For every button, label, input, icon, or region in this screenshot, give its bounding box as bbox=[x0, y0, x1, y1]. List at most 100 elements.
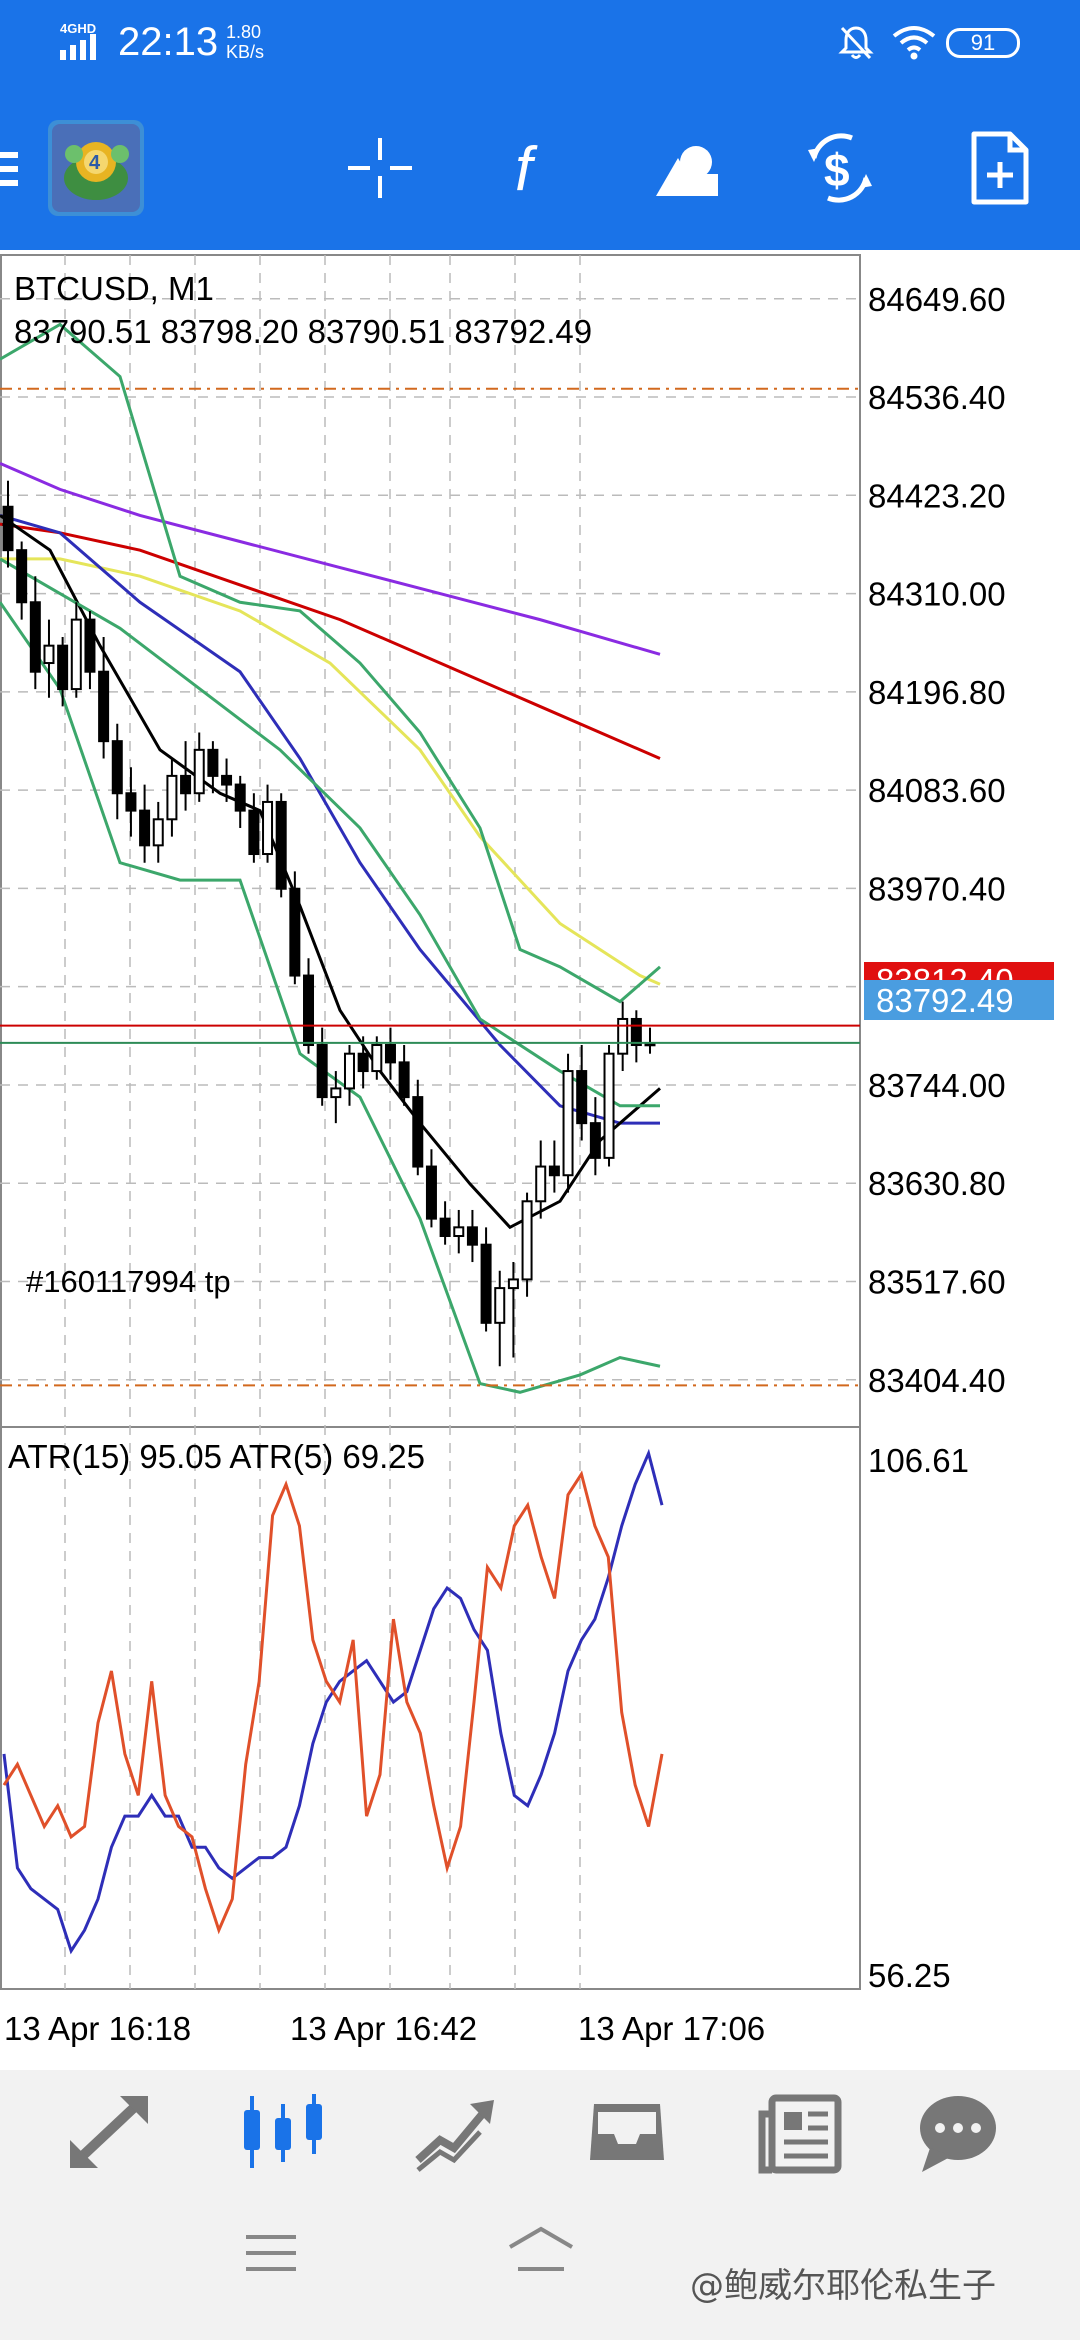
recents-icon[interactable] bbox=[246, 2231, 296, 2275]
tp-line-label: #160117994 tp bbox=[26, 1264, 231, 1299]
status-bar: 4GHD 22:13 1.80 KB/s 91 bbox=[0, 0, 1080, 90]
svg-text:4: 4 bbox=[89, 152, 101, 174]
price-tick-label: 84310.00 bbox=[868, 576, 1006, 613]
candle-bear bbox=[180, 774, 192, 795]
candle-bull bbox=[371, 1044, 383, 1073]
candle-bear bbox=[289, 887, 301, 977]
history-icon[interactable] bbox=[582, 2090, 672, 2174]
chart-icon[interactable] bbox=[238, 2090, 328, 2174]
candle-bull bbox=[43, 644, 55, 665]
candle-bear bbox=[439, 1217, 451, 1238]
network-speed: 1.80 KB/s bbox=[226, 22, 264, 62]
candle-bull bbox=[343, 1052, 355, 1090]
price-lines bbox=[0, 387, 860, 1387]
candle-bull bbox=[166, 774, 178, 821]
candle-bear bbox=[248, 809, 260, 856]
candle-bear bbox=[98, 670, 110, 743]
candle-bull bbox=[453, 1226, 465, 1238]
price-tick-label: 84083.60 bbox=[868, 772, 1006, 809]
candle-bull bbox=[193, 748, 205, 795]
candle-bear bbox=[139, 809, 151, 847]
candle-bear bbox=[357, 1052, 369, 1073]
atr-label: ATR(15) 95.05 ATR(5) 69.25 bbox=[8, 1438, 425, 1475]
signal-icon bbox=[60, 34, 96, 60]
time-tick-label: 13 Apr 16:42 bbox=[290, 2010, 477, 2047]
time-tick-label: 13 Apr 16:18 bbox=[4, 2010, 191, 2047]
time-axis: 13 Apr 16:18 13 Apr 16:42 13 Apr 17:06 bbox=[4, 2010, 765, 2047]
candle-bull bbox=[521, 1200, 533, 1281]
ma-black bbox=[0, 514, 661, 1230]
clock: 22:13 bbox=[118, 20, 219, 64]
menu-icon[interactable] bbox=[0, 128, 38, 208]
news-icon[interactable] bbox=[756, 2090, 846, 2174]
price-tick-label: 84196.80 bbox=[868, 674, 1006, 711]
candle-bear bbox=[57, 644, 69, 691]
candle-bull bbox=[562, 1070, 574, 1177]
atr-axis: 106.61 56.25 bbox=[868, 1442, 969, 1994]
price-axis: 84649.60 84536.40 84423.20 84310.00 84196.80… bbox=[868, 281, 1006, 1399]
price-tick-label: 84423.20 bbox=[868, 477, 1006, 514]
candle-bull bbox=[617, 1017, 629, 1055]
candle-bear bbox=[16, 549, 28, 604]
atr-tick-label: 56.25 bbox=[868, 1957, 951, 1994]
wifi-icon bbox=[892, 26, 936, 60]
price-tick-label: 84536.40 bbox=[868, 379, 1006, 416]
atr-tick-label: 106.61 bbox=[868, 1442, 969, 1479]
objects-icon[interactable] bbox=[648, 128, 728, 208]
speed-value: 1.80 bbox=[226, 22, 262, 42]
bid-price-label: 83792.49 bbox=[876, 982, 1014, 1019]
time-tick-label: 13 Apr 17:06 bbox=[578, 2010, 765, 2047]
candle-bear bbox=[29, 601, 41, 673]
watermark-text: @鲍威尔耶伦私生子 bbox=[690, 2266, 996, 2306]
candle-bull bbox=[70, 618, 82, 691]
price-tick-label: 83517.60 bbox=[868, 1263, 1006, 1300]
crosshair-icon[interactable] bbox=[340, 128, 420, 208]
candle-bear bbox=[589, 1122, 601, 1159]
home-icon[interactable] bbox=[506, 2225, 576, 2275]
candle-bear bbox=[221, 774, 233, 786]
candle-bear bbox=[398, 1061, 410, 1099]
candle-bull bbox=[494, 1287, 506, 1324]
ma-red bbox=[0, 522, 661, 760]
messages-icon[interactable] bbox=[912, 2090, 1002, 2174]
candle-bull bbox=[535, 1165, 547, 1203]
candle-bear bbox=[111, 740, 123, 795]
price-chart[interactable]: 84649.60 84536.40 84423.20 84310.00 84196.80… bbox=[0, 250, 1080, 2070]
candle-bear bbox=[125, 792, 137, 812]
candle-bear bbox=[2, 505, 14, 552]
chart-area[interactable]: 84649.60 84536.40 84423.20 84310.00 84196.80… bbox=[0, 250, 1080, 2070]
chart-grid bbox=[0, 255, 860, 1989]
trade-icon[interactable]: $ bbox=[800, 128, 880, 208]
candle-bear bbox=[275, 800, 287, 890]
battery-indicator: 91 bbox=[946, 28, 1020, 58]
top-toolbar: 4 f $ bbox=[0, 90, 1080, 250]
candle-bear bbox=[576, 1070, 588, 1125]
quotes-icon[interactable] bbox=[64, 2090, 154, 2174]
candle-bear bbox=[207, 748, 219, 777]
candle-bull bbox=[603, 1052, 615, 1159]
candle-bull bbox=[152, 818, 164, 847]
candle-bear bbox=[303, 974, 315, 1047]
bb-lower bbox=[0, 601, 661, 1394]
candle-bull bbox=[507, 1278, 519, 1290]
new-order-icon[interactable] bbox=[960, 128, 1040, 208]
speed-unit: KB/s bbox=[226, 42, 265, 62]
candles bbox=[2, 480, 656, 1367]
price-tick-label: 84649.60 bbox=[868, 281, 1006, 318]
candle-bull bbox=[262, 800, 274, 856]
network-type: 4GHD bbox=[60, 21, 97, 36]
moving-averages bbox=[0, 322, 661, 1394]
app-logo-icon[interactable]: 4 bbox=[48, 120, 144, 216]
atr5-line bbox=[2, 1470, 664, 1935]
candle-bear bbox=[412, 1096, 424, 1168]
indicators-icon[interactable]: f bbox=[495, 128, 575, 208]
bid-price-box bbox=[864, 980, 1054, 1020]
atr-panel-frame bbox=[0, 1426, 861, 1990]
symbol-label: BTCUSD, M1 bbox=[14, 270, 214, 307]
price-tick-label: 83630.80 bbox=[868, 1165, 1006, 1202]
trade-nav-icon[interactable] bbox=[410, 2090, 500, 2174]
ohlc-label: 83790.51 83798.20 83790.51 83792.49 bbox=[14, 313, 592, 350]
candle-bear bbox=[548, 1165, 560, 1177]
candle-bear bbox=[316, 1044, 328, 1099]
price-tick-label: 83404.40 bbox=[868, 1362, 1006, 1399]
